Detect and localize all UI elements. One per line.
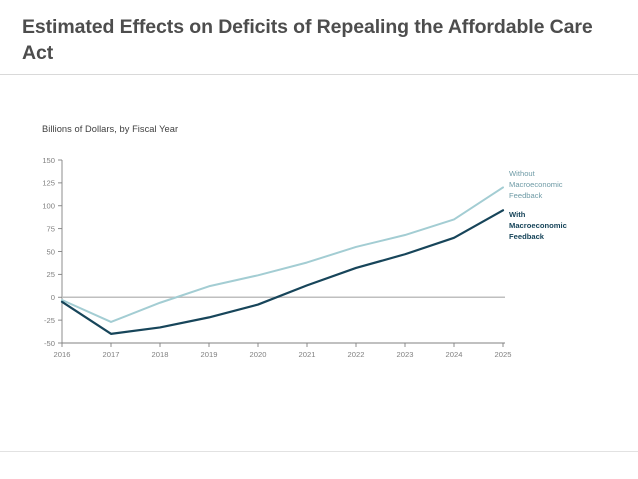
chart-subtitle: Billions of Dollars, by Fiscal Year bbox=[42, 124, 179, 134]
x-axis-tick-label: 2018 bbox=[152, 350, 169, 359]
y-axis-tick-label: -50 bbox=[44, 339, 55, 348]
series-line-with-macro bbox=[60, 209, 505, 335]
y-axis-tick-label: -25 bbox=[44, 316, 55, 325]
y-axis-tick-label: 75 bbox=[47, 224, 55, 233]
legend-label-with-macro: With Macroeconomic Feedback bbox=[509, 210, 567, 241]
y-axis-tick-label: 125 bbox=[42, 179, 55, 188]
chart-container: -50 -25 0 25 50 75 100 125 150 2016 2017 2018 2019 20… bbox=[0, 150, 638, 365]
y-axis-tick-label: 50 bbox=[47, 247, 55, 256]
x-axis-tick-label: 2019 bbox=[201, 350, 218, 359]
x-axis-tick-label: 2021 bbox=[299, 350, 316, 359]
y-axis-tick-label: 100 bbox=[42, 202, 55, 211]
y-axis-tick-label: 25 bbox=[47, 270, 55, 279]
y-axis-tick-label: 0 bbox=[51, 293, 55, 302]
title-block: Estimated Effects on Deficits of Repeali… bbox=[22, 14, 602, 66]
title-divider bbox=[0, 74, 638, 75]
x-axis-tick-label: 2024 bbox=[446, 350, 463, 359]
legend-item-with-macro: With Macroeconomic Feedback bbox=[509, 210, 633, 242]
y-axis-tick-label: 150 bbox=[42, 156, 55, 165]
line-chart: -50 -25 0 25 50 75 100 125 150 2016 2017 2018 2019 20… bbox=[42, 156, 512, 359]
x-axis-tick-label: 2017 bbox=[103, 350, 120, 359]
x-axis-tick-label: 2022 bbox=[348, 350, 365, 359]
legend-label-without-macro: Without Macroeconomic Feedback bbox=[509, 169, 563, 200]
x-axis-tick-label: 2023 bbox=[397, 350, 414, 359]
chart-legend: Without Macroeconomic Feedback With Macr… bbox=[509, 169, 633, 252]
footer-divider bbox=[0, 451, 638, 452]
legend-item-without-macro: Without Macroeconomic Feedback bbox=[509, 169, 633, 201]
x-axis-tick-label: 2020 bbox=[250, 350, 267, 359]
x-axis-tick-label: 2025 bbox=[495, 350, 512, 359]
page-title: Estimated Effects on Deficits of Repeali… bbox=[22, 16, 593, 65]
series-line-without-macro bbox=[61, 186, 504, 323]
x-axis-tick-label: 2016 bbox=[54, 350, 71, 359]
slide-footer: CONGRESSIONAL BUDGET OFFICE 30 bbox=[0, 455, 638, 479]
